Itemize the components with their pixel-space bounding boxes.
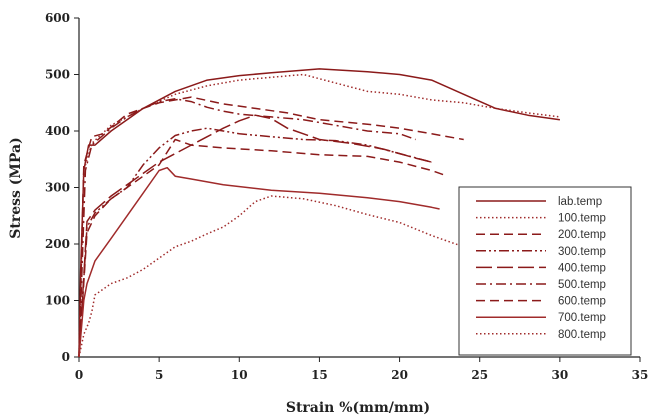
y-tick-label: 100 bbox=[45, 294, 70, 308]
y-tick-label: 300 bbox=[45, 181, 70, 195]
series-line-lab-temp bbox=[78, 68, 561, 358]
x-tick-label: 20 bbox=[391, 368, 408, 382]
plot-area bbox=[78, 68, 561, 358]
x-tick-label: 30 bbox=[552, 368, 569, 382]
legend-box bbox=[458, 186, 632, 356]
y-tick-label: 500 bbox=[45, 68, 70, 82]
x-axis-title: Strain %(mm/mm) bbox=[286, 400, 430, 416]
legend-label: 500.temp bbox=[558, 279, 606, 291]
series-line-500-temp bbox=[78, 98, 416, 358]
series-line-700-temp bbox=[78, 166, 440, 358]
x-tick-label: 25 bbox=[471, 368, 488, 382]
x-tick-label: 35 bbox=[632, 368, 648, 382]
x-tick-label: 0 bbox=[75, 368, 83, 382]
series-line-200-temp bbox=[78, 96, 464, 358]
legend-label: 300.temp bbox=[558, 246, 606, 258]
legend-label: 600.temp bbox=[558, 296, 606, 308]
legend-label: 800.temp bbox=[558, 329, 606, 341]
legend-label: 700.temp bbox=[558, 312, 606, 324]
legend-label: lab.temp bbox=[558, 196, 602, 208]
x-ticks: 0 5 10 15 20 25 30 35 bbox=[75, 357, 648, 382]
x-tick-label: 15 bbox=[311, 368, 328, 382]
y-tick-label: 0 bbox=[62, 350, 70, 364]
series-line-600-temp bbox=[78, 138, 448, 358]
series-line-100-temp bbox=[78, 73, 560, 358]
legend: lab.temp 100.temp 200.temp 300.temp 400.temp… bbox=[458, 186, 632, 356]
x-tick-label: 10 bbox=[231, 368, 248, 382]
series-line-300-temp bbox=[78, 127, 432, 358]
legend-label: 200.temp bbox=[558, 229, 606, 241]
y-tick-label: 400 bbox=[45, 124, 70, 138]
y-ticks: 0 100 200 300 400 500 600 bbox=[45, 11, 79, 364]
series-line-800-temp bbox=[78, 195, 464, 358]
y-tick-label: 600 bbox=[45, 11, 70, 25]
legend-label: 400.temp bbox=[558, 262, 606, 274]
y-axis-title: Stress (MPa) bbox=[8, 137, 24, 238]
legend-label: 100.temp bbox=[558, 213, 606, 225]
series-line-400-temp bbox=[78, 114, 432, 358]
y-tick-label: 200 bbox=[45, 237, 70, 251]
x-tick-label: 5 bbox=[155, 368, 163, 382]
